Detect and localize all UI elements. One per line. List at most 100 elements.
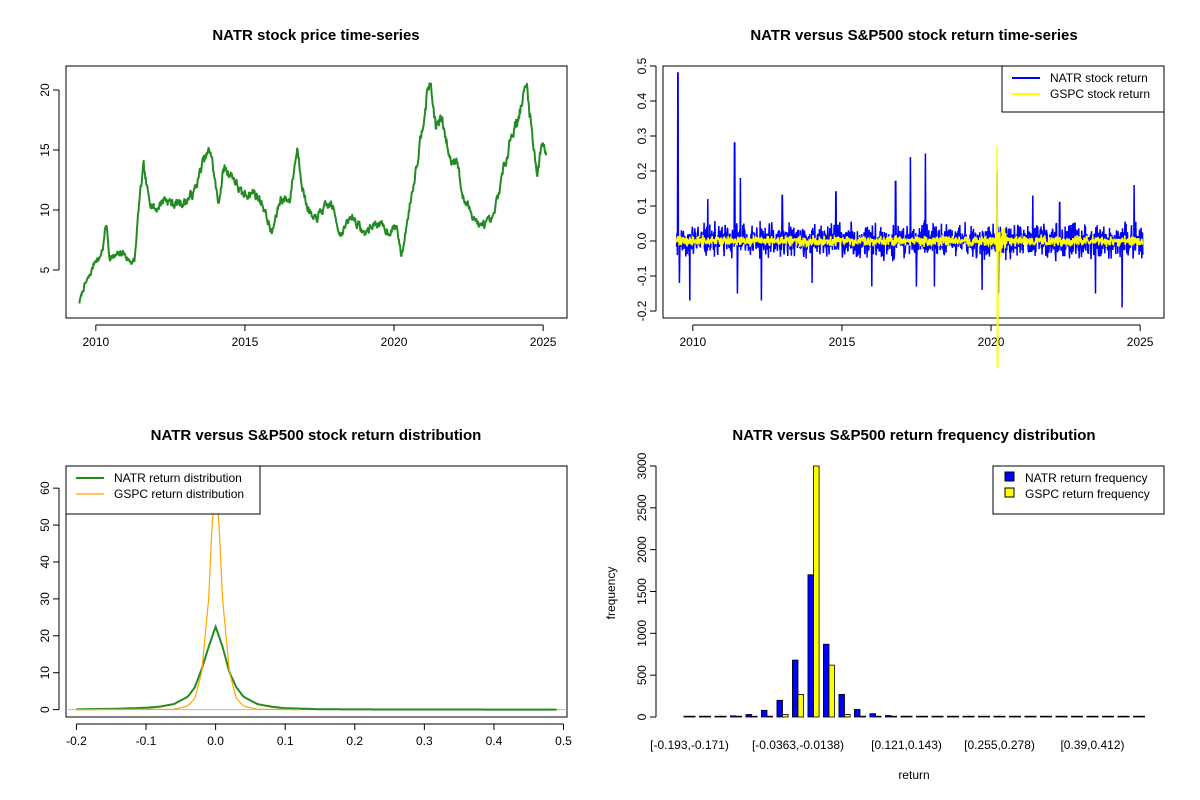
natr-bar: [947, 715, 954, 718]
gspc-bar: [1014, 715, 1021, 718]
natr-bar: [1102, 715, 1109, 718]
y-tick-label: 3000: [635, 452, 649, 479]
gspc-bar: [828, 664, 835, 718]
gspc-bar: [999, 715, 1006, 718]
x-tick-label: [-0.193,-0.171): [650, 738, 729, 752]
histogram-chart: NATR versus S&P500 return frequency dist…: [604, 427, 1165, 782]
x-tick-label: 0.3: [416, 734, 433, 748]
legend: NATR return frequency GSPC return frequen…: [992, 465, 1165, 515]
natr-bar: [1009, 715, 1016, 718]
x-tick-label: [-0.0363,-0.0138): [752, 738, 844, 752]
natr-bar: [807, 574, 814, 718]
y-tick-label: 0.4: [635, 92, 649, 109]
gspc-bar: [735, 715, 742, 718]
natr-bar: [683, 715, 690, 718]
gspc-bar: [983, 715, 990, 718]
legend-swatch: [1004, 471, 1015, 482]
natr-bar: [916, 715, 923, 718]
natr-density-line: [76, 623, 557, 711]
y-tick-label: 40: [38, 555, 52, 569]
gspc-bar: [1138, 715, 1145, 718]
x-tick-label: -0.2: [66, 734, 87, 748]
x-axis-title: return: [898, 768, 929, 782]
natr-bar: [1024, 715, 1031, 718]
gspc-bar: [937, 715, 944, 718]
y-tick-label: 1500: [635, 578, 649, 605]
x-tick-label: 0.2: [346, 734, 363, 748]
gspc-density-line: [76, 491, 300, 711]
legend: NATR stock return GSPC stock return: [1001, 65, 1165, 113]
legend-label: NATR return distribution: [114, 471, 242, 485]
plot-frame: [65, 465, 568, 718]
x-tick-label: 2025: [1127, 335, 1154, 349]
legend-label: NATR stock return: [1050, 71, 1148, 85]
natr-bar: [931, 715, 938, 718]
y-tick-label: 0.5: [635, 57, 649, 74]
chart-title: NATR versus S&P500 return frequency dist…: [732, 427, 1095, 444]
natr-bar: [792, 659, 799, 718]
natr-bar: [854, 709, 861, 718]
y-tick-label: 10: [38, 203, 52, 217]
y-tick-label: 2500: [635, 494, 649, 521]
gspc-bar: [1076, 715, 1083, 718]
x-tick-label: 0.1: [277, 734, 294, 748]
gspc-bar: [782, 714, 789, 718]
natr-bar: [699, 715, 706, 718]
natr-bar: [978, 715, 985, 718]
x-tick-label: 2015: [232, 335, 259, 349]
gspc-bar: [766, 715, 773, 718]
legend-box: [1001, 65, 1165, 113]
legend: NATR return distribution GSPC return dist…: [65, 465, 261, 515]
legend-box: [992, 465, 1165, 515]
natr-bar: [1071, 715, 1078, 718]
x-tick-label: 2020: [381, 335, 408, 349]
gspc-bar: [751, 715, 758, 718]
density-chart: NATR versus S&P500 stock return distribu…: [38, 427, 572, 748]
legend-label: GSPC return frequency: [1025, 487, 1150, 501]
natr-bar: [745, 714, 752, 718]
x-tick-label: 2025: [530, 335, 557, 349]
natr-bar: [869, 713, 876, 718]
natr-bar: [900, 715, 907, 718]
natr-bar: [714, 715, 721, 718]
x-tick-label: 2015: [829, 335, 856, 349]
natr-bar: [776, 699, 783, 718]
gspc-bar: [1107, 715, 1114, 718]
x-tick-label: 0.0: [207, 734, 224, 748]
y-tick-label: 0: [635, 713, 649, 720]
y-tick-label: -0.2: [635, 300, 649, 321]
gspc-bar: [921, 715, 928, 718]
y-tick-label: 50: [38, 518, 52, 532]
chart-title: NATR versus S&P500 stock return distribu…: [151, 427, 482, 444]
y-tick-label: 500: [635, 665, 649, 685]
natr-bar: [761, 709, 768, 718]
x-tick-label: 0.5: [555, 734, 572, 748]
gspc-bar: [1061, 715, 1068, 718]
x-tick-label: [0.255,0.278): [964, 738, 1035, 752]
y-tick-label: 20: [38, 629, 52, 643]
natr-bar: [838, 694, 845, 718]
gspc-bar: [875, 715, 882, 718]
gspc-bar: [1030, 715, 1037, 718]
gspc-bar: [844, 714, 851, 718]
plot-frame: [662, 65, 1165, 319]
y-tick-label: 20: [38, 83, 52, 97]
y-tick-label: 2000: [635, 536, 649, 563]
natr-bar: [1117, 715, 1124, 718]
x-tick-label: 0.4: [486, 734, 503, 748]
y-axis-title: frequency: [604, 567, 618, 620]
natr-bar: [962, 715, 969, 718]
gspc-bar: [859, 715, 866, 718]
legend-swatch: [1004, 487, 1015, 498]
y-tick-label: 60: [38, 481, 52, 495]
gspc-bar: [689, 715, 696, 718]
y-tick-label: 15: [38, 143, 52, 157]
gspc-bar: [1045, 715, 1052, 718]
gspc-bar: [1092, 715, 1099, 718]
returns-chart: NATR versus S&P500 stock return time-ser…: [635, 27, 1165, 368]
x-tick-label: [0.39,0.412): [1060, 738, 1124, 752]
chart-title: NATR versus S&P500 stock return time-ser…: [750, 27, 1077, 44]
gspc-return-line: [675, 146, 1144, 368]
y-tick-label: 0.2: [635, 162, 649, 179]
